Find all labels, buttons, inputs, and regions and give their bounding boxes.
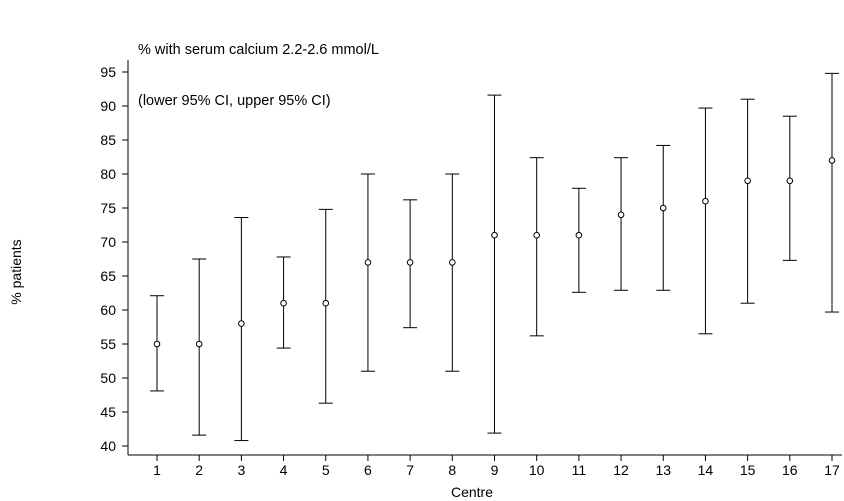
y-tick-label: 50 (100, 370, 116, 386)
y-tick-label: 90 (100, 98, 116, 114)
data-point (617, 211, 625, 219)
y-tick-label: 55 (100, 336, 116, 352)
x-tick-label: 1 (153, 462, 161, 478)
x-tick-label: 15 (740, 462, 756, 478)
data-point (406, 259, 414, 266)
x-axis-label: Centre (451, 484, 493, 500)
x-tick-label: 2 (195, 462, 203, 478)
data-point (153, 340, 161, 348)
data-point (491, 231, 498, 239)
x-tick-label: 17 (824, 462, 840, 478)
chart-title-line-2: (lower 95% CI, upper 95% CI) (138, 93, 331, 109)
y-tick-label: 80 (100, 166, 116, 182)
x-tick-label: 8 (448, 462, 456, 478)
data-point (322, 299, 330, 307)
data-point (280, 299, 287, 307)
data-point (659, 204, 667, 212)
x-tick-label: 11 (572, 462, 587, 478)
x-tick-label: 13 (655, 462, 671, 478)
data-point (364, 259, 372, 266)
x-tick-label: 16 (782, 462, 798, 478)
x-tick-label: 4 (280, 462, 288, 478)
data-point (575, 231, 583, 239)
y-tick-label: 85 (100, 132, 116, 148)
x-tick-label: 9 (491, 462, 499, 478)
x-tick-label: 12 (613, 462, 629, 478)
data-point (449, 259, 456, 266)
y-tick-label: 60 (100, 302, 116, 318)
x-tick-label: 5 (322, 462, 330, 478)
data-point (702, 197, 709, 205)
data-point (195, 340, 203, 348)
data-point (744, 177, 751, 185)
data-point (786, 177, 794, 185)
x-tick-label: 6 (364, 462, 372, 478)
x-tick-label: 10 (529, 462, 545, 478)
chart-title-line-1: % with serum calcium 2.2-2.6 mmol/L (138, 42, 379, 58)
x-tick-label: 7 (406, 462, 414, 478)
y-tick-label: 65 (100, 268, 116, 284)
data-point (533, 231, 540, 239)
y-tick-label: 75 (100, 200, 116, 216)
data-point (828, 157, 836, 164)
data-point (238, 320, 245, 327)
y-tick-label: 95 (100, 64, 116, 80)
chart-title: % with serum calcium 2.2-2.6 mmol/L (low… (138, 8, 379, 127)
y-tick-label: 70 (100, 234, 116, 250)
x-tick-label: 3 (237, 462, 245, 478)
x-tick-label: 14 (698, 462, 714, 478)
y-tick-label: 45 (100, 404, 116, 420)
y-tick-label: 40 (100, 438, 116, 454)
